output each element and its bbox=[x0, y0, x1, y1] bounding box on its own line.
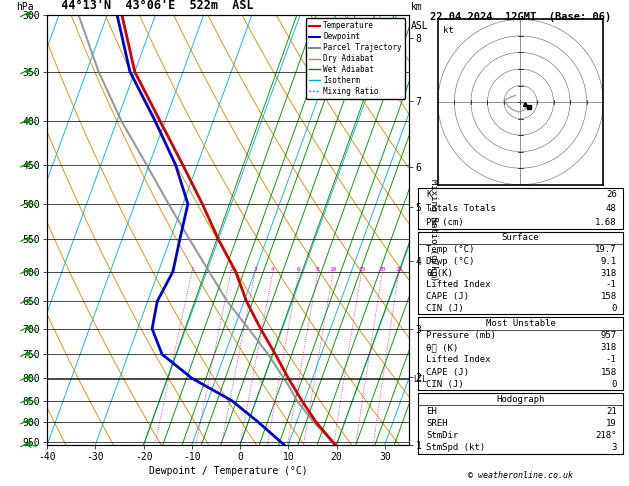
Text: 158: 158 bbox=[601, 292, 616, 301]
Text: 318: 318 bbox=[601, 343, 616, 352]
Text: 26: 26 bbox=[606, 190, 616, 199]
Text: Pressure (mb): Pressure (mb) bbox=[426, 331, 496, 340]
Text: CAPE (J): CAPE (J) bbox=[426, 292, 469, 301]
Text: -1: -1 bbox=[606, 280, 616, 290]
Text: ASL: ASL bbox=[411, 21, 428, 31]
Text: -1: -1 bbox=[606, 355, 616, 364]
Text: 0: 0 bbox=[611, 304, 616, 313]
Text: 15: 15 bbox=[358, 267, 365, 272]
Text: 22.04.2024  12GMT  (Base: 06): 22.04.2024 12GMT (Base: 06) bbox=[430, 12, 611, 22]
Text: CIN (J): CIN (J) bbox=[426, 380, 464, 389]
Text: SREH: SREH bbox=[426, 419, 448, 428]
Legend: Temperature, Dewpoint, Parcel Trajectory, Dry Adiabat, Wet Adiabat, Isotherm, Mi: Temperature, Dewpoint, Parcel Trajectory… bbox=[306, 18, 405, 99]
Text: θᴄ (K): θᴄ (K) bbox=[426, 343, 459, 352]
Text: 2: 2 bbox=[229, 267, 233, 272]
Text: 21: 21 bbox=[606, 407, 616, 416]
Text: 9.1: 9.1 bbox=[601, 257, 616, 266]
Text: PW (cm): PW (cm) bbox=[426, 218, 464, 226]
Text: Most Unstable: Most Unstable bbox=[486, 319, 555, 328]
Text: θᴄ(K): θᴄ(K) bbox=[426, 269, 454, 278]
Text: Temp (°C): Temp (°C) bbox=[426, 245, 475, 254]
Y-axis label: Mixing Ratio (g/kg): Mixing Ratio (g/kg) bbox=[430, 178, 438, 281]
Text: Totals Totals: Totals Totals bbox=[426, 204, 496, 213]
X-axis label: Dewpoint / Temperature (°C): Dewpoint / Temperature (°C) bbox=[148, 466, 308, 476]
Text: 158: 158 bbox=[601, 367, 616, 377]
Text: 4: 4 bbox=[271, 267, 275, 272]
Text: 318: 318 bbox=[601, 269, 616, 278]
Text: CIN (J): CIN (J) bbox=[426, 304, 464, 313]
Text: 48: 48 bbox=[606, 204, 616, 213]
Text: 10: 10 bbox=[330, 267, 337, 272]
Text: 957: 957 bbox=[601, 331, 616, 340]
Text: © weatheronline.co.uk: © weatheronline.co.uk bbox=[468, 471, 573, 480]
Text: 1: 1 bbox=[190, 267, 194, 272]
Text: 25: 25 bbox=[395, 267, 403, 272]
Text: 44°13'N  43°06'E  522m  ASL: 44°13'N 43°06'E 522m ASL bbox=[47, 0, 253, 12]
Text: 0: 0 bbox=[611, 380, 616, 389]
Text: LCL: LCL bbox=[413, 375, 427, 384]
Text: CAPE (J): CAPE (J) bbox=[426, 367, 469, 377]
Text: 6: 6 bbox=[297, 267, 301, 272]
Text: EH: EH bbox=[426, 407, 437, 416]
Text: 19: 19 bbox=[606, 419, 616, 428]
Text: 1.68: 1.68 bbox=[595, 218, 616, 226]
Text: kt: kt bbox=[443, 26, 454, 35]
Text: Lifted Index: Lifted Index bbox=[426, 280, 491, 290]
Text: 8: 8 bbox=[316, 267, 320, 272]
Text: 19.7: 19.7 bbox=[595, 245, 616, 254]
Text: 3: 3 bbox=[253, 267, 257, 272]
Text: StmSpd (kt): StmSpd (kt) bbox=[426, 443, 486, 452]
Text: Dewp (°C): Dewp (°C) bbox=[426, 257, 475, 266]
Text: Lifted Index: Lifted Index bbox=[426, 355, 491, 364]
Text: 20: 20 bbox=[379, 267, 386, 272]
Text: StmDir: StmDir bbox=[426, 431, 459, 440]
Text: K: K bbox=[426, 190, 432, 199]
Text: Surface: Surface bbox=[502, 233, 539, 242]
Text: 218°: 218° bbox=[595, 431, 616, 440]
Text: 3: 3 bbox=[611, 443, 616, 452]
Text: km: km bbox=[411, 2, 423, 13]
Text: hPa: hPa bbox=[16, 2, 34, 13]
Text: Hodograph: Hodograph bbox=[496, 395, 545, 404]
